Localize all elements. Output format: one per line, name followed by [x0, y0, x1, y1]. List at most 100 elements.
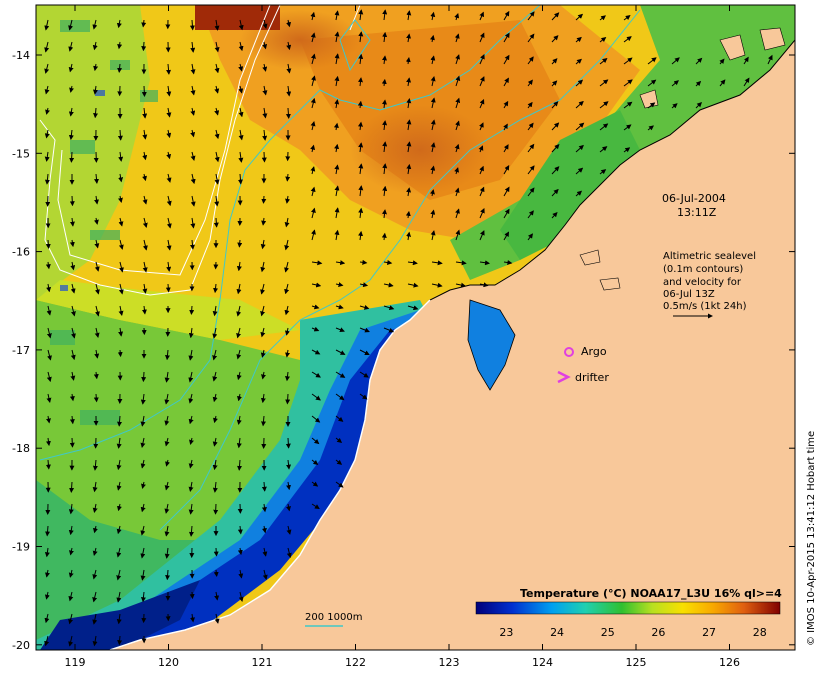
velocity-arrow [44, 591, 50, 600]
velocity-arrow [214, 151, 220, 163]
y-tick-label: -16 [12, 246, 30, 259]
velocity-arrow [236, 415, 242, 425]
velocity-arrow [503, 144, 509, 153]
velocity-arrow [260, 239, 266, 250]
velocity-arrow [284, 239, 290, 251]
velocity-arrow [237, 239, 243, 248]
velocity-arrow [430, 55, 436, 65]
velocity-arrow [406, 187, 412, 197]
velocity-arrow [68, 19, 73, 31]
velocity-arrow [334, 229, 340, 241]
velocity-arrow [190, 217, 196, 229]
velocity-arrow [117, 41, 123, 50]
legend-line-5: 0.5m/s (1kt 24h) [663, 301, 747, 312]
velocity-arrow [69, 151, 75, 163]
velocity-arrow [69, 85, 75, 93]
velocity-arrow [262, 129, 268, 141]
velocity-arrow [382, 185, 388, 197]
colorbar-title: Temperature (°C) NOAA17_L3U 16% ql>=4 [520, 587, 782, 600]
velocity-arrow [284, 327, 290, 336]
velocity-arrow [141, 371, 147, 383]
velocity-arrow [623, 124, 632, 131]
velocity-arrow [503, 123, 508, 131]
velocity-arrow [166, 129, 172, 139]
velocity-arrow [212, 481, 218, 493]
velocity-arrow [407, 305, 419, 311]
velocity-arrow [623, 14, 631, 21]
velocity-arrow [164, 481, 170, 491]
velocity-arrow [212, 393, 218, 403]
velocity-arrow [44, 547, 50, 558]
velocity-arrow [430, 97, 436, 109]
velocity-arrow [164, 393, 170, 405]
velocity-arrow [92, 569, 98, 580]
velocity-arrow [406, 141, 412, 153]
velocity-arrow [166, 195, 172, 207]
velocity-arrow [623, 57, 633, 65]
velocity-arrow [262, 41, 268, 50]
velocity-arrow [382, 55, 387, 65]
copyright-text: © IMOS 10-Apr-2015 13:41:12 Hobart time [806, 430, 817, 646]
velocity-arrow [116, 569, 122, 581]
velocity-arrow [503, 10, 510, 21]
velocity-arrow [695, 101, 703, 109]
velocity-arrow [671, 103, 678, 109]
velocity-arrow [262, 569, 268, 580]
velocity-arrow [46, 415, 51, 424]
velocity-arrow [188, 459, 194, 469]
velocity-arrow [479, 11, 484, 21]
velocity-arrow [431, 260, 443, 266]
velocity-arrow [333, 122, 339, 131]
velocity-arrow [503, 32, 510, 43]
velocity-arrow [527, 11, 535, 21]
velocity-arrow [95, 305, 100, 317]
velocity-arrow [311, 459, 319, 466]
velocity-arrow [188, 415, 194, 425]
velocity-arrow [70, 349, 76, 361]
velocity-arrow [140, 393, 146, 405]
velocity-arrow [599, 101, 609, 109]
velocity-arrow [212, 371, 218, 382]
velocity-arrow [359, 282, 369, 288]
velocity-arrow [261, 481, 267, 492]
velocity-arrow [503, 186, 510, 197]
y-tick-label: -14 [12, 49, 30, 62]
velocity-arrow [334, 53, 340, 65]
velocity-arrow [214, 63, 220, 74]
velocity-arrow [92, 481, 98, 493]
velocity-arrow [285, 393, 291, 405]
velocity-arrow [358, 31, 364, 43]
velocity-arrow [189, 437, 194, 445]
velocity-arrow [430, 119, 436, 131]
velocity-arrow [45, 107, 50, 115]
velocity-arrow [310, 32, 316, 43]
velocity-arrow [214, 613, 220, 624]
velocity-arrow [311, 393, 321, 401]
velocity-arrow [359, 371, 369, 378]
velocity-arrow [238, 129, 244, 141]
velocity-arrow [141, 85, 147, 97]
velocity-arrow [743, 77, 750, 87]
velocity-arrow [164, 547, 170, 559]
velocity-arrow [383, 305, 395, 311]
velocity-arrow [551, 101, 559, 109]
legend-line-2: (0.1m contours) [663, 264, 743, 275]
velocity-arrow [44, 173, 50, 185]
velocity-arrow [237, 525, 243, 535]
velocity-arrow [359, 393, 368, 400]
velocity-arrow [116, 19, 122, 29]
velocity-arrow [236, 327, 242, 339]
velocity-arrow [166, 261, 172, 272]
velocity-arrow [188, 393, 194, 404]
velocity-arrow [165, 283, 171, 293]
velocity-arrow [166, 239, 172, 251]
velocity-arrow [575, 100, 584, 109]
velocity-arrow [335, 349, 346, 355]
velocity-arrow [92, 547, 98, 556]
velocity-arrow [140, 415, 146, 427]
velocity-arrow [311, 326, 320, 332]
velocity-arrow [189, 305, 195, 315]
velocity-arrow [214, 19, 220, 31]
velocity-arrow [142, 107, 148, 119]
velocity-arrow [310, 207, 316, 219]
